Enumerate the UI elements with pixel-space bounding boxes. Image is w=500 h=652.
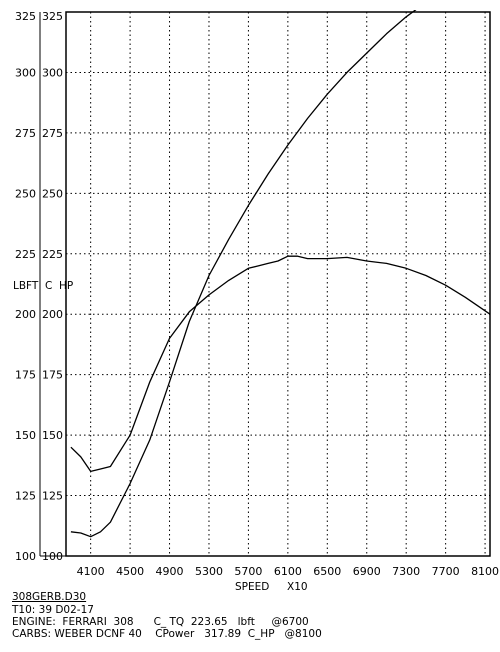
y-tick-label-right: 100 — [42, 550, 63, 563]
file-name: 308GERB.D30 — [12, 591, 87, 603]
data-series — [70, 10, 490, 538]
x-axis-label: SPEED — [235, 581, 269, 593]
y-tick-label-right: 200 — [42, 308, 63, 321]
y-tick-label-right: 125 — [42, 490, 63, 503]
carbs-power-info: CARBS: WEBER DCNF 40 CPower 317.89 C_HP … — [12, 628, 322, 640]
plot-frame — [65, 11, 491, 557]
y-tick-label-right: 325 — [42, 10, 63, 23]
x-tick-label: 7700 — [432, 565, 460, 578]
x-tick-label: 6900 — [353, 565, 381, 578]
y-tick-label-left: 100 — [15, 550, 36, 563]
y-tick-label-right: 175 — [42, 369, 63, 382]
y-tick-label-left: 325 — [15, 10, 36, 23]
test-info: T10: 39 D02-17 — [12, 604, 94, 616]
y-tick-label-left: 125 — [15, 490, 36, 503]
y-tick-label-right: 250 — [42, 187, 63, 200]
y-tick-label-left: 275 — [15, 127, 36, 140]
x-tick-label: 6100 — [274, 565, 302, 578]
x-tick-labels: 4100 4500 4900 5300 5700 6100 6500 6900 7300 7700… — [77, 565, 499, 578]
y-tick-label-left: 200 — [15, 308, 36, 321]
x-tick-label: 8100 — [471, 565, 499, 578]
y-tick-label-left: 225 — [15, 248, 36, 261]
y-tick-label-right: 225 — [42, 248, 63, 261]
series-line-c-tq — [70, 255, 490, 473]
y-tick-label-right: 275 — [42, 127, 63, 140]
axes — [39, 11, 491, 557]
x-tick-label: 6500 — [313, 565, 341, 578]
y-tick-labels: 100 100 125 125 150 150 175 175 200 200 225 225 250 2… — [15, 10, 63, 563]
y-tick-label-right: 150 — [42, 429, 63, 442]
y-tick-label-left: 300 — [15, 66, 36, 79]
x-tick-label: 7300 — [392, 565, 420, 578]
y-tick-label-right: 300 — [42, 66, 63, 79]
y-tick-label-left: 250 — [15, 187, 36, 200]
x-tick-label: 4500 — [116, 565, 144, 578]
engine-torque-info: ENGINE: FERRARI 308 C_ TQ 223.65 lbft @6… — [12, 616, 309, 628]
y-tick-label-left: 150 — [15, 429, 36, 442]
y-tick-label-left: 175 — [15, 369, 36, 382]
x-tick-label: 4900 — [156, 565, 184, 578]
x-tick-label: 5700 — [234, 565, 262, 578]
gridlines — [66, 12, 490, 556]
x-axis-unit: X10 — [287, 581, 308, 593]
series-line-c-hp — [70, 10, 417, 538]
x-tick-label: 4100 — [77, 565, 105, 578]
y-axis-label: LBFT C HP — [13, 280, 73, 292]
x-tick-label: 5300 — [195, 565, 223, 578]
